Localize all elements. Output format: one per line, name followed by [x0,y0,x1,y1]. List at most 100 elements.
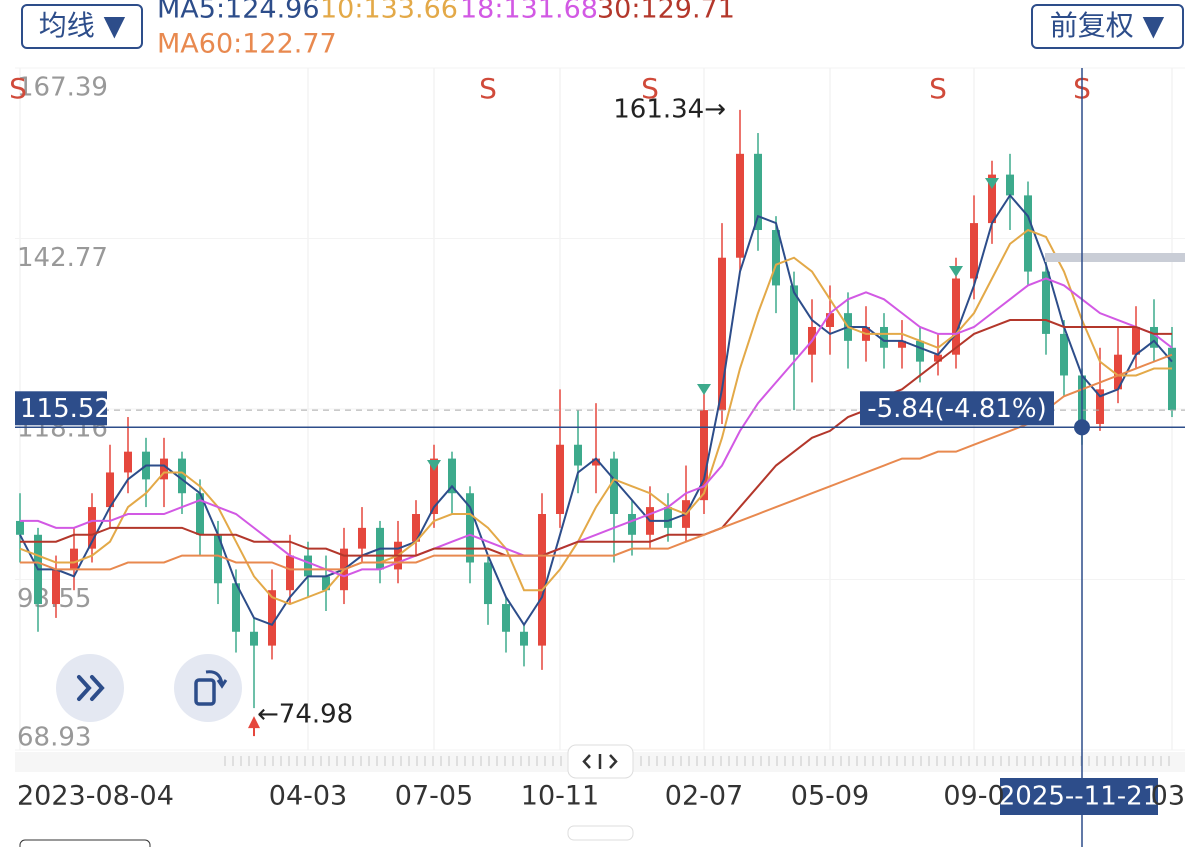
sell-signal: S [641,72,659,105]
rotate-icon-arrow [205,670,228,689]
x-tick-label: 05-09 [791,781,869,812]
sell-signal: S [9,72,27,105]
buy-marker [697,384,711,395]
legend-entry: MA60:122.77 [157,29,337,60]
moving-average-line [20,353,1173,571]
x-tick-label: 04-03 [269,781,347,812]
candle-body [934,354,942,362]
expand-icon [77,675,105,701]
candle-body [1042,271,1050,334]
candle-body [826,313,834,327]
adjustment-button[interactable] [1031,4,1184,49]
moving-average-line [19,228,1172,606]
candle-body [736,153,744,258]
crosshair: 115.52 -5.84(-4.81%) 2025--11-21 [15,68,1185,847]
candle-body [502,604,510,632]
adjustment-button-label: 前复权 ▼ [1050,9,1165,42]
candle-body [880,326,888,348]
indicator-button-label: 均线 ▼ [39,9,126,42]
y-tick-label: 167.39 [17,73,108,103]
candle-body [16,520,24,535]
date-label: 2025--11-21 [999,782,1159,812]
min-annotation: ←74.98 [257,700,353,730]
candle-body [898,340,906,348]
candle-body [196,493,204,535]
candle-body [1168,347,1176,411]
candle-body [1024,195,1032,272]
candle-body [466,493,474,563]
x-tick-label: 09-0 [943,781,1004,812]
candle-body [232,583,240,632]
y-tick-label: 142.77 [17,243,108,273]
candle-body [178,458,186,494]
candle-body [538,514,546,646]
min-marker [248,716,260,729]
buy-marker [427,460,441,471]
candle-body [628,514,636,535]
rotate-button[interactable] [174,654,242,722]
candle-body [484,562,492,605]
candle-body [754,153,762,231]
moving-average-line [19,193,1173,627]
candle-body [592,458,600,466]
candle-body [124,451,132,473]
buy-marker [985,178,999,189]
candle-body [556,444,564,515]
candle-body [520,631,528,646]
crosshair-dot [1074,419,1090,436]
rotate-icon [194,678,216,706]
candle-body [160,458,168,480]
y-tick-label: 68.93 [17,723,91,753]
x-tick-label: 07-05 [395,781,473,812]
bottom-tab[interactable] [19,839,151,847]
candle-body [250,631,258,646]
candle-body [574,444,582,466]
candle-body [718,257,726,411]
candle-body [70,548,78,570]
candle-body [790,285,798,355]
candle-body [1006,174,1014,196]
candle-body [772,230,780,286]
change-label: -5.84(-4.81%) [867,394,1047,424]
candle-body [430,458,438,515]
candle-body [412,514,420,542]
scroll-handle-icon [582,754,618,769]
candle-body [1096,389,1104,424]
candle-body [214,534,222,584]
candle-body [1132,326,1140,355]
candle-body [1150,326,1158,348]
x-tick-label: 02-07 [665,781,743,812]
candle-body [106,472,114,508]
change-label-box [860,391,1054,426]
candle-body [286,555,294,591]
bottom-handle[interactable] [567,825,634,841]
max-annotation: 161.34→ [613,94,726,124]
indicator-button[interactable] [21,4,143,49]
x-tick-label: 03 [1151,781,1185,812]
candle-body [88,507,96,549]
candle-body [916,340,924,362]
x-tick-label: 10-11 [521,781,599,812]
candle-body [52,569,60,605]
legend-entry: 30:129.71 [597,0,735,25]
candle-body [988,174,996,224]
candle-body [268,590,276,646]
candle-body [664,507,672,528]
moving-average-line [20,319,1172,557]
candle-body [1114,354,1122,390]
candle-body [304,555,312,577]
candle-body [700,410,708,501]
buy-marker [949,266,963,277]
sell-signal: S [479,72,497,105]
range-bar [1045,253,1185,262]
date-label-box [1000,778,1158,815]
candle-body [952,278,960,355]
sell-signal: S [929,72,947,105]
candle-body [1060,333,1068,376]
legend-entry: 18:131.68 [460,0,598,25]
legend-entry: MA5:124.96 [157,0,320,25]
candle-body [358,527,366,549]
candle-body [448,458,456,494]
price-label: 115.52 [20,394,111,424]
